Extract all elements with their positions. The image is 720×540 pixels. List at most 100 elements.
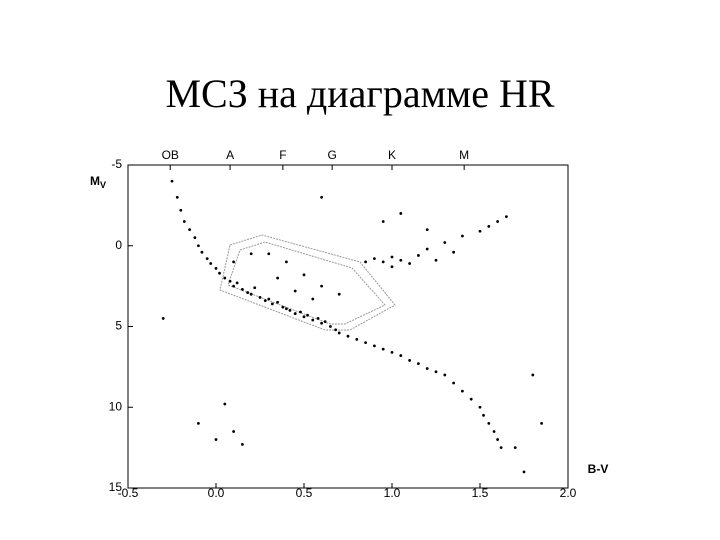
- star-point: [452, 250, 455, 254]
- star-point: [320, 321, 323, 325]
- star-point: [390, 265, 394, 269]
- star-point: [205, 257, 209, 261]
- y-axis-label-main: M: [90, 174, 100, 188]
- star-point: [499, 446, 503, 450]
- star-point: [364, 341, 367, 345]
- star-point: [487, 422, 491, 425]
- star-point: [469, 397, 473, 401]
- y-axis-label-sub: V: [100, 180, 106, 190]
- star-point: [399, 258, 403, 262]
- star-point: [193, 236, 197, 240]
- star-point: [482, 413, 485, 417]
- star-point: [505, 215, 508, 219]
- star-point: [390, 350, 394, 354]
- x-tick-label: 0.5: [296, 486, 313, 500]
- star-point: [540, 422, 543, 425]
- star-point: [214, 266, 218, 270]
- star-point: [425, 228, 429, 232]
- star-point: [214, 438, 218, 441]
- star-point: [270, 302, 274, 306]
- star-point: [306, 313, 309, 317]
- y-tick-label: 5: [115, 319, 122, 333]
- y-tick-label: 15: [109, 480, 123, 494]
- star-point: [235, 281, 239, 285]
- star-point: [417, 362, 420, 366]
- star-point: [337, 292, 341, 296]
- star-point: [390, 255, 394, 259]
- star-point: [228, 279, 232, 283]
- star-point: [285, 307, 288, 311]
- star-point: [381, 220, 385, 223]
- star-point: [492, 430, 496, 433]
- star-point: [496, 438, 499, 441]
- top-tick-label: OB: [162, 148, 179, 162]
- top-tick-label: M: [459, 148, 469, 162]
- star-point: [316, 317, 320, 320]
- star-point: [218, 271, 221, 275]
- top-tick-label: K: [388, 148, 396, 162]
- star-point: [258, 296, 262, 299]
- star-point: [373, 344, 376, 348]
- star-point: [478, 405, 482, 409]
- top-tick-label: G: [327, 148, 336, 162]
- star-point: [434, 258, 438, 262]
- star-point: [399, 212, 403, 215]
- star-point: [241, 287, 244, 291]
- y-tick-label: 0: [115, 238, 122, 252]
- top-tick-label: A: [226, 148, 234, 162]
- star-point: [373, 257, 376, 261]
- star-point: [513, 446, 517, 450]
- x-tick-label: 1.0: [384, 486, 401, 500]
- star-point: [425, 367, 429, 370]
- star-point: [249, 292, 253, 296]
- star-point: [209, 262, 213, 265]
- star-point: [232, 260, 236, 264]
- y-axis-label: MV: [90, 174, 106, 190]
- star-point: [522, 470, 526, 474]
- star-point: [285, 260, 288, 264]
- star-point: [197, 244, 200, 248]
- star-point: [200, 250, 204, 254]
- x-tick-label: -0.5: [118, 486, 139, 500]
- star-point: [161, 317, 165, 320]
- star-point: [299, 310, 302, 314]
- slide-title: МСЗ на диаграмме HR: [165, 71, 554, 116]
- star-point: [311, 318, 315, 322]
- star-point: [461, 389, 464, 393]
- star-point: [531, 373, 535, 377]
- star-point: [241, 442, 244, 446]
- star-point: [329, 325, 332, 328]
- star-point: [346, 334, 350, 338]
- star-point: [276, 276, 279, 280]
- star-point: [408, 359, 411, 362]
- star-point: [425, 247, 429, 251]
- star-point: [443, 373, 447, 377]
- star-point: [417, 254, 420, 257]
- top-tick-label: F: [279, 148, 286, 162]
- star-point: [478, 229, 482, 233]
- star-point: [434, 370, 438, 374]
- x-axis-label: B-V: [588, 462, 609, 476]
- star-point: [496, 220, 499, 223]
- y-tick-label: -5: [111, 157, 122, 171]
- star-point: [232, 430, 236, 433]
- star-point: [276, 300, 279, 304]
- star-point: [223, 276, 227, 280]
- star-point: [188, 228, 192, 232]
- star-point: [461, 234, 464, 238]
- star-point: [281, 305, 285, 309]
- star-point: [267, 252, 271, 256]
- star-point: [197, 422, 200, 425]
- star-point: [381, 347, 385, 351]
- star-point: [182, 220, 186, 223]
- star-point: [334, 328, 338, 332]
- star-point: [364, 260, 367, 264]
- star-point: [443, 241, 447, 244]
- x-tick-label: 1.5: [472, 486, 489, 500]
- star-point: [320, 284, 323, 288]
- star-point: [302, 315, 306, 319]
- star-point: [293, 312, 297, 315]
- star-point: [487, 224, 491, 228]
